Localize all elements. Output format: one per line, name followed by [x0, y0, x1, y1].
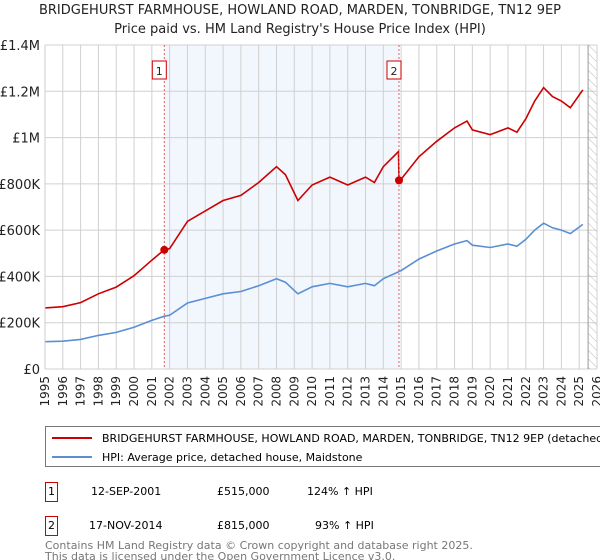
legend-label-hpi: HPI: Average price, detached house, Maid…: [102, 450, 363, 464]
x-tick-label: 2008: [269, 376, 283, 407]
sale-date: 12-SEP-2001: [91, 485, 162, 498]
x-tick-label: 2024: [554, 376, 568, 407]
y-tick-label: £200K: [0, 317, 40, 332]
sale-badge: 2: [45, 516, 58, 536]
plot-area: 1995 1996 1997 1998 1999 2000 2001 2002 2003 2004…: [0, 39, 600, 407]
sale-label-box: [151, 60, 167, 80]
property-line: [44, 86, 584, 309]
x-tick-label: 2015: [394, 376, 408, 407]
sale-price: £815,000: [217, 519, 270, 532]
x-tick-label: 2010: [305, 376, 319, 407]
chart-subtitle: Price paid vs. HM Land Registry's House …: [114, 22, 486, 37]
hpi-line: [44, 222, 584, 343]
x-tick-label: 2025: [572, 376, 586, 407]
x-tick-label: 1996: [56, 376, 70, 407]
legend-item-property: BRIDGEHURST FARMHOUSE, HOWLAND ROAD, MAR…: [52, 430, 600, 446]
sale-hpi: 93% ↑ HPI: [315, 519, 374, 532]
sale-hpi: 124% ↑ HPI: [307, 485, 373, 498]
x-tick-label: 2019: [465, 376, 479, 407]
x-tick-label: 2006: [234, 376, 248, 407]
footer: Contains HM Land Registry data © Crown c…: [45, 540, 473, 560]
legend-swatch-hpi: [52, 456, 92, 458]
sale-badge: 1: [45, 482, 58, 502]
x-tick-label: 1998: [91, 376, 105, 407]
x-tick-label: 2001: [145, 376, 159, 407]
sale-date: 17-NOV-2014: [89, 519, 163, 532]
x-tick-label: 2017: [430, 376, 444, 407]
sale-label-box: [386, 60, 402, 80]
x-tick-label: 2023: [537, 376, 551, 407]
x-tick-label: 2004: [198, 376, 212, 407]
y-tick-label: £400K: [0, 270, 40, 285]
legend: BRIDGEHURST FARMHOUSE, HOWLAND ROAD, MAR…: [45, 426, 600, 467]
sale-label: 1: [156, 65, 163, 78]
sale-price: £515,000: [217, 485, 270, 498]
sale-point: [394, 176, 403, 185]
legend-swatch-property: [52, 437, 92, 439]
legend-item-hpi: HPI: Average price, detached house, Maid…: [52, 449, 362, 465]
x-tick-label: 2026: [590, 376, 600, 407]
x-tick-label: 2016: [412, 376, 426, 407]
x-tick-label: 2002: [163, 376, 177, 407]
legend-label-property: BRIDGEHURST FARMHOUSE, HOWLAND ROAD, MAR…: [102, 431, 600, 445]
y-tick-label: £800K: [0, 178, 40, 193]
x-tick-label: 1999: [109, 376, 123, 407]
chart-title: BRIDGEHURST FARMHOUSE, HOWLAND ROAD, MAR…: [38, 3, 562, 18]
x-tick-label: 2000: [127, 376, 141, 407]
y-tick-label: £1.4M: [0, 39, 40, 54]
x-tick-label: 2022: [519, 376, 533, 407]
sale-point: [160, 245, 169, 254]
footer-line-2: This data is licensed under the Open Gov…: [45, 550, 396, 560]
x-tick-label: 2007: [252, 376, 266, 407]
x-tick-label: 2011: [323, 376, 337, 407]
footer-line-1: Contains HM Land Registry data © Crown c…: [45, 539, 473, 552]
x-tick-label: 2020: [483, 376, 497, 407]
y-tick-label: £600K: [0, 224, 40, 239]
shaded-period: [164, 45, 399, 369]
y-tick-label: £1.2M: [0, 85, 40, 100]
x-tick-label: 2005: [216, 376, 230, 407]
x-tick-label: 2012: [341, 376, 355, 407]
x-tick-label: 2013: [359, 376, 373, 407]
forecast-hatch: [588, 45, 597, 369]
x-tick-label: 1995: [38, 376, 52, 407]
x-tick-label: 2003: [180, 376, 194, 407]
x-tick-label: 2021: [501, 376, 515, 407]
y-tick-label: £1M: [12, 132, 40, 147]
sale-label: 2: [390, 65, 397, 78]
x-tick-label: 2018: [448, 376, 462, 407]
x-tick-label: 2014: [376, 376, 390, 407]
y-tick-label: £0: [23, 363, 40, 378]
x-tick-label: 1997: [74, 376, 88, 407]
x-tick-label: 2009: [287, 376, 301, 407]
